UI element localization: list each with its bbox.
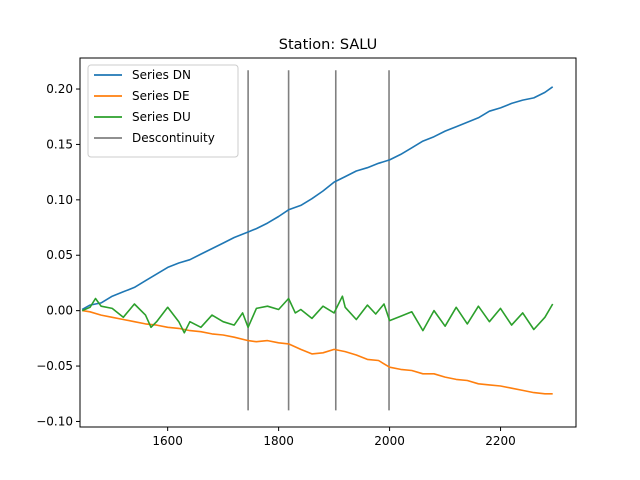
legend-label: Series DE <box>132 89 190 103</box>
legend-label: Series DU <box>132 110 191 124</box>
series-line-series-dn <box>81 86 554 311</box>
y-tick-label: 0.10 <box>46 193 73 207</box>
x-tick-label: 1600 <box>152 434 183 448</box>
x-tick-label: 2200 <box>485 434 516 448</box>
y-tick-label: 0.05 <box>46 248 73 262</box>
y-tick-label: 0.00 <box>46 304 73 318</box>
x-tick-label: 2000 <box>374 434 405 448</box>
series-line-series-de <box>82 309 553 395</box>
y-tick-label: 0.20 <box>46 82 73 96</box>
x-tick-label: 1800 <box>263 434 294 448</box>
legend-label: Descontinuity <box>132 131 215 145</box>
plot-area: 1600 1800 2000 2200 −0.10 −0.05 0.00 0.05 0.10 0.… <box>36 57 577 448</box>
legend-label: Series DN <box>132 68 191 82</box>
y-tick-label: 0.15 <box>46 137 73 151</box>
series-line-series-du <box>81 295 554 334</box>
plot-frame <box>79 57 577 428</box>
legend: Series DN Series DE Series DU Descontinuity <box>87 64 239 158</box>
legend-box <box>87 64 239 158</box>
chart-title: Station: SALU <box>279 37 377 53</box>
y-tick-label: −0.05 <box>36 359 73 373</box>
y-tick-label: −0.10 <box>36 414 73 428</box>
